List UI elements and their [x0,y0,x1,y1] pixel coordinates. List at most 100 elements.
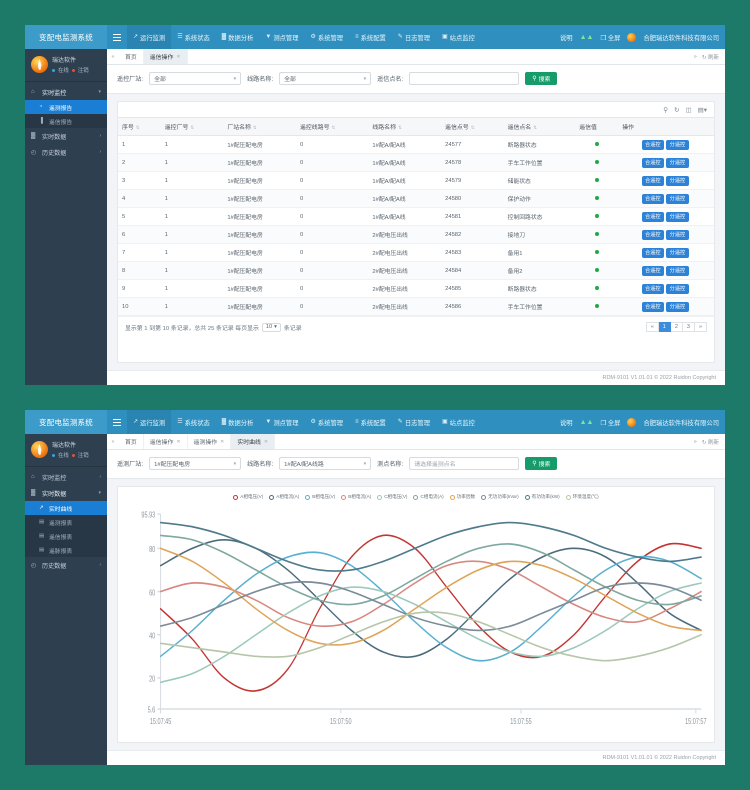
legend-item-7[interactable]: 无功功率(kVar) [481,494,519,500]
column-header-7[interactable]: 遥信值 [575,117,619,136]
sort-icon[interactable]: ⇅ [533,125,537,130]
table-row[interactable]: 2 1 1#配压配电房 0 1#配A/配A线 24578 手车工作位置 合遥控 分遥控 [118,153,714,172]
sidebar-group-0[interactable]: ⌂ 实时监控 › [25,469,107,485]
nav-item-0[interactable]: ↗ 运行监测 [127,25,172,49]
fullscreen-button[interactable]: ❒ 全屏 [600,419,621,427]
nav-item-2[interactable]: ▓ 数据分析 [216,25,260,49]
tab-scroll-left-icon[interactable]: « [111,438,115,445]
legend-item-6[interactable]: 功率因数 [449,494,475,500]
nav-item-5[interactable]: ≡ 系统配置 [349,410,392,434]
open-control-button[interactable]: 分遥控 [666,211,689,222]
sidebar-item-0-1[interactable]: ▐ 遥信报告 [25,114,107,128]
table-row[interactable]: 8 1 1#配压配电房 0 2#配电压出线 24584 备用2 合遥控 分遥控 [118,261,714,280]
help-link[interactable]: 说明 [559,419,573,427]
legend-item-9[interactable]: 环境温度(℃) [565,494,599,500]
page-size-select[interactable]: 10 ▾ [261,322,281,332]
sidebar-group-1[interactable]: ▓ 实时数据 ▾ [25,485,107,501]
avatar[interactable] [627,32,637,42]
table-row[interactable]: 7 1 1#配压配电房 0 2#配电压出线 24583 备用1 合遥控 分遥控 [118,243,714,262]
signal-icon[interactable]: ▲▲ [579,33,594,41]
status-logout[interactable]: 注销 [77,453,89,459]
tab-scroll-right-icon[interactable]: » [693,53,697,60]
table-row[interactable]: 3 1 1#配压配电房 0 1#配A/配A线 24579 储能状态 合遥控 分遥控 [118,171,714,190]
close-control-button[interactable]: 合遥控 [641,265,665,276]
app-brand[interactable]: 变配电监测系统 [25,25,107,49]
nav-item-6[interactable]: ✎ 日志管理 [392,25,436,49]
tab-2[interactable]: 遥测操作 ✕ [188,434,232,449]
sidebar-group-1[interactable]: ▓ 实时数据 › [25,128,107,144]
sidebar-item-1-0[interactable]: ↗ 实时曲线 [25,501,107,515]
open-control-button[interactable]: 分遥控 [666,301,689,312]
nav-item-1[interactable]: ☰ 系统状态 [171,25,216,49]
open-control-button[interactable]: 分遥控 [666,193,689,204]
page-button-«[interactable]: « [645,322,659,332]
sort-icon[interactable]: ⇅ [331,125,336,130]
refresh-icon[interactable]: ↻ 刷新 [701,54,719,61]
page-button-1[interactable]: 1 [658,322,671,332]
sort-icon[interactable]: ⇅ [397,125,402,130]
sidebar-item-0-0[interactable]: ◔ 遥测报告 [25,100,107,114]
nav-item-0[interactable]: ↗ 运行监测 [127,410,172,434]
grid-icon[interactable]: ▤▾ [697,107,707,114]
app-brand[interactable]: 变配电监测系统 [25,410,107,434]
avatar[interactable] [627,417,637,427]
legend-item-2[interactable]: B相电压(V) [305,494,335,500]
signal-icon[interactable]: ▲▲ [579,418,594,426]
table-row[interactable]: 4 1 1#配压配电房 0 1#配A/配A线 24580 保护动作 合遥控 分遥控 [118,189,714,208]
close-control-button[interactable]: 合遥控 [641,301,665,312]
table-row[interactable]: 6 1 1#配压配电房 0 2#配电压出线 24582 接地刀 合遥控 分遥控 [118,225,714,244]
close-control-button[interactable]: 合遥控 [641,211,665,222]
close-control-button[interactable]: 合遥控 [641,157,665,168]
tab-1[interactable]: 遥信操作 ✕ [144,434,188,449]
table-row[interactable]: 5 1 1#配压配电房 0 1#配A/配A线 24581 控制回路状态 合遥控 分遥控 [118,207,714,226]
station-filter-select[interactable]: 全部 ▾ [149,72,242,85]
refresh-icon[interactable]: ↻ 刷新 [701,439,719,446]
open-control-button[interactable]: 分遥控 [666,229,689,240]
tab-0[interactable]: 首页 [119,49,144,64]
menu-toggle-icon[interactable] [107,410,127,434]
tab-scroll-right-icon[interactable]: » [693,438,697,445]
station-filter-select[interactable]: 1#配压配电房 ▾ [149,457,242,470]
open-control-button[interactable]: 分遥控 [666,139,689,150]
close-control-button[interactable]: 合遥控 [641,283,665,294]
close-control-button[interactable]: 合遥控 [641,229,665,240]
point-filter-input[interactable] [409,72,520,85]
line-filter-select[interactable]: 全部 ▾ [279,72,372,85]
sidebar-group-2[interactable]: ◴ 历史数据 › [25,557,107,573]
line-filter-select[interactable]: 1#配A/配A线路 ▾ [279,457,372,470]
column-header-3[interactable]: 遥控线路号 ⇅ [296,117,369,136]
help-link[interactable]: 说明 [559,34,573,42]
table-row[interactable]: 1 1 1#配压配电房 0 1#配A/配A线 24577 断路器状态 合遥控 分遥控 [118,135,714,154]
nav-item-7[interactable]: ▣ 站点监控 [436,25,481,49]
tab-scroll-left-icon[interactable]: « [111,53,115,60]
tab-0[interactable]: 首页 [119,434,144,449]
close-control-button[interactable]: 合遥控 [641,175,665,186]
sort-icon[interactable]: ⇅ [190,125,195,130]
sidebar-item-1-1[interactable]: ▤ 遥测报表 [25,515,107,529]
search-button[interactable]: ⚲ 搜索 [525,72,558,85]
nav-item-2[interactable]: ▓ 数据分析 [216,410,260,434]
tab-3[interactable]: 实时曲线 ✕ [231,434,276,449]
table-row[interactable]: 9 1 1#配压配电房 0 2#配电压出线 24585 断路器状态 合遥控 分遥控 [118,279,714,298]
fullscreen-button[interactable]: ❒ 全屏 [600,34,621,42]
page-button-2[interactable]: 2 [670,322,683,332]
column-header-0[interactable]: 序号 ⇅ [118,117,161,136]
close-control-button[interactable]: 合遥控 [641,193,665,204]
nav-item-5[interactable]: ≡ 系统配置 [349,25,392,49]
nav-item-3[interactable]: ▼ 测点管理 [259,410,304,434]
refresh-icon[interactable]: ↻ [673,107,680,114]
close-control-button[interactable]: 合遥控 [641,247,665,258]
open-control-button[interactable]: 分遥控 [666,283,689,294]
sort-icon[interactable]: ⇅ [470,125,475,130]
sidebar-item-1-2[interactable]: ▤ 遥信报表 [25,529,107,543]
legend-item-8[interactable]: 有功功率(kW) [524,494,560,500]
page-button-3[interactable]: 3 [682,322,695,332]
search-icon[interactable]: ⚲ [663,107,668,114]
point-filter-input[interactable]: 请选择遥测点名 [409,457,520,470]
nav-item-1[interactable]: ☰ 系统状态 [171,410,216,434]
nav-item-4[interactable]: ⚙ 系统管理 [305,410,350,434]
status-logout[interactable]: 注销 [77,68,89,74]
menu-toggle-icon[interactable] [107,25,127,49]
nav-item-7[interactable]: ▣ 站点监控 [436,410,481,434]
tab-1[interactable]: 遥信操作 ✕ [143,49,188,64]
